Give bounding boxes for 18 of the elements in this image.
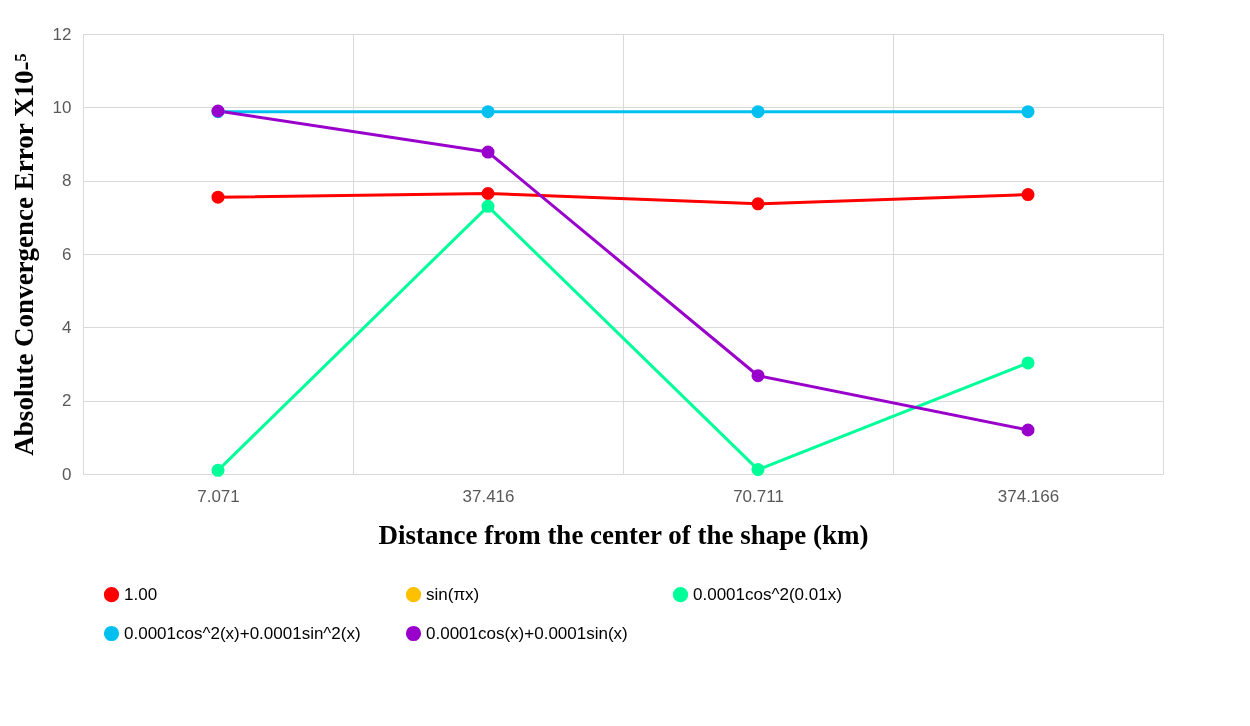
y-axis-title: Absolute Convergence Error X10-⁵ <box>8 53 39 456</box>
legend-label: sin(πx) <box>426 584 480 604</box>
y-tick-label: 12 <box>52 24 72 44</box>
y-tick-label: 10 <box>52 97 72 117</box>
legend-label: 1.00 <box>124 584 158 604</box>
legend-label: 0.0001cos^2(0.01x) <box>693 584 842 604</box>
y-tick-label: 6 <box>62 244 72 264</box>
y-tick-label: 8 <box>62 171 72 191</box>
legend-label: 0.0001cos^2(x)+0.0001sin^2(x) <box>124 623 361 643</box>
x-tick-label: 70.711 <box>733 486 784 506</box>
x-tick-label: 374.166 <box>997 486 1060 506</box>
y-tick-label: 2 <box>62 391 72 411</box>
legend-label: 0.0001cos(x)+0.0001sin(x) <box>426 623 628 643</box>
y-tick-label: 0 <box>62 464 72 484</box>
x-axis-title: Distance from the center of the shape (km) <box>378 519 869 550</box>
x-tick-label: 7.071 <box>197 486 240 506</box>
y-tick-label: 4 <box>62 317 72 337</box>
x-tick-label: 37.416 <box>462 486 515 506</box>
